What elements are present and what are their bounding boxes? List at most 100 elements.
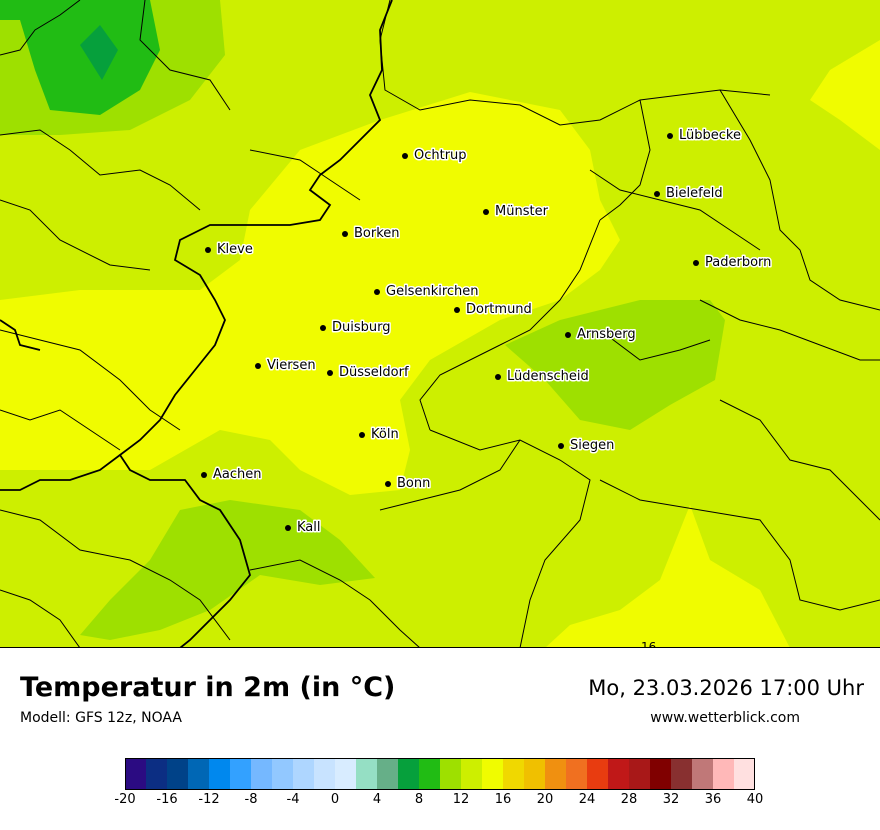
svg-text:Münster: Münster bbox=[495, 204, 549, 219]
legend-swatch bbox=[356, 758, 378, 790]
legend-tick-label: 24 bbox=[578, 792, 596, 807]
border-lines bbox=[0, 0, 880, 648]
temperature-map: 16 Lübbecke Ochtrup Bielefeld Münster Bo… bbox=[0, 0, 880, 648]
city-luedenscheid: Lüdenscheid bbox=[495, 368, 590, 386]
legend-swatch bbox=[146, 758, 168, 790]
legend-swatch bbox=[335, 758, 357, 790]
legend-swatch bbox=[272, 758, 294, 790]
legend-swatch bbox=[188, 758, 210, 790]
svg-text:Kall: Kall bbox=[297, 520, 321, 535]
legend-tick-label: 36 bbox=[704, 792, 722, 807]
city-siegen: Siegen bbox=[558, 437, 616, 455]
svg-text:Viersen: Viersen bbox=[267, 358, 316, 373]
svg-text:Bonn: Bonn bbox=[397, 476, 430, 491]
legend-tick-label: -12 bbox=[198, 792, 220, 807]
legend-tick-label: 4 bbox=[372, 792, 382, 807]
legend-swatch bbox=[230, 758, 252, 790]
legend-swatch bbox=[566, 758, 588, 790]
legend-tick-label: -20 bbox=[114, 792, 136, 807]
legend-tick-label: 20 bbox=[536, 792, 554, 807]
city-arnsberg: Arnsberg bbox=[565, 326, 637, 344]
legend-swatch bbox=[503, 758, 525, 790]
legend-swatch bbox=[692, 758, 714, 790]
temp-zone-10-12-eifel bbox=[80, 500, 375, 640]
legend-swatch bbox=[461, 758, 483, 790]
svg-text:Paderborn: Paderborn bbox=[705, 255, 771, 270]
legend-border bbox=[125, 758, 755, 790]
forecast-datetime: Mo, 23.03.2026 17:00 Uhr bbox=[588, 676, 864, 700]
city-kall: Kall bbox=[285, 519, 322, 537]
legend-swatch bbox=[734, 758, 755, 790]
legend-tick-label: 32 bbox=[662, 792, 680, 807]
city-paderborn: Paderborn bbox=[693, 254, 773, 272]
svg-text:Lüdenscheid: Lüdenscheid bbox=[507, 369, 589, 384]
svg-text:Köln: Köln bbox=[371, 427, 399, 442]
city-kleve: Kleve bbox=[205, 241, 254, 259]
legend-swatch bbox=[209, 758, 231, 790]
city-duesseldorf: Düsseldorf bbox=[327, 364, 410, 382]
legend-swatch bbox=[167, 758, 189, 790]
city-luebbecke: Lübbecke bbox=[667, 127, 742, 145]
city-markers: Lübbecke Ochtrup Bielefeld Münster Borke… bbox=[201, 127, 773, 537]
legend-tick-label: -8 bbox=[244, 792, 258, 807]
svg-text:Dortmund: Dortmund bbox=[466, 302, 532, 317]
svg-text:Arnsberg: Arnsberg bbox=[577, 327, 636, 342]
legend-tick-label: 28 bbox=[620, 792, 638, 807]
temp-zone-10-12-sauerland bbox=[505, 300, 725, 430]
temp-zone-14-16-central bbox=[0, 92, 620, 495]
legend-tick-labels: -20 -16 -12 -8 -4 0 4 8 12 16 20 24 28 32 36 40 bbox=[0, 792, 880, 812]
svg-text:Ochtrup: Ochtrup bbox=[414, 148, 467, 163]
svg-text:Borken: Borken bbox=[354, 226, 400, 241]
legend-tick-label: -16 bbox=[156, 792, 178, 807]
temp-zone-14-16-ne bbox=[810, 40, 880, 150]
svg-text:Gelsenkirchen: Gelsenkirchen bbox=[386, 284, 479, 299]
legend-tick-label: 40 bbox=[746, 792, 764, 807]
legend-swatch bbox=[398, 758, 420, 790]
city-ochtrup: Ochtrup bbox=[402, 147, 468, 165]
legend-swatch bbox=[629, 758, 651, 790]
model-info: Modell: GFS 12z, NOAA bbox=[20, 710, 182, 726]
svg-text:Duisburg: Duisburg bbox=[332, 320, 391, 335]
website-link[interactable]: www.wetterblick.com bbox=[650, 710, 800, 726]
legend-swatch bbox=[419, 758, 441, 790]
contour-label: 16 bbox=[641, 640, 656, 648]
city-koeln: Köln bbox=[359, 426, 400, 444]
legend-tick-label: 16 bbox=[494, 792, 512, 807]
legend-swatch bbox=[440, 758, 462, 790]
legend-swatch bbox=[587, 758, 609, 790]
legend-swatch bbox=[125, 758, 147, 790]
city-bielefeld: Bielefeld bbox=[654, 185, 724, 203]
legend-swatch bbox=[650, 758, 672, 790]
country-border bbox=[0, 0, 393, 648]
legend-swatch bbox=[545, 758, 567, 790]
city-dortmund: Dortmund bbox=[454, 301, 533, 319]
color-legend bbox=[125, 758, 755, 790]
svg-text:Kleve: Kleve bbox=[217, 242, 253, 257]
svg-text:Lübbecke: Lübbecke bbox=[679, 128, 741, 143]
legend-swatch bbox=[377, 758, 399, 790]
legend-tick-label: 12 bbox=[452, 792, 470, 807]
temp-zone-14-16-se bbox=[545, 505, 790, 648]
svg-text:Aachen: Aachen bbox=[213, 467, 261, 482]
legend-swatch bbox=[293, 758, 315, 790]
city-bonn: Bonn bbox=[385, 475, 432, 493]
legend-swatch bbox=[314, 758, 336, 790]
city-duisburg: Duisburg bbox=[320, 319, 392, 337]
temp-zone-8-10 bbox=[0, 0, 160, 115]
svg-text:Bielefeld: Bielefeld bbox=[666, 186, 723, 201]
map-title: Temperatur in 2m (in °C) bbox=[20, 672, 396, 703]
legend-swatch bbox=[671, 758, 693, 790]
legend-tick-label: 0 bbox=[330, 792, 340, 807]
svg-text:Siegen: Siegen bbox=[570, 438, 614, 453]
temp-zone-6-8 bbox=[80, 25, 118, 80]
legend-swatch bbox=[251, 758, 273, 790]
city-borken: Borken bbox=[342, 225, 401, 243]
legend-swatch bbox=[608, 758, 630, 790]
city-viersen: Viersen bbox=[255, 357, 317, 375]
city-muenster: Münster bbox=[483, 203, 550, 221]
legend-swatch bbox=[713, 758, 735, 790]
legend-swatch bbox=[482, 758, 504, 790]
legend-tick-label: 8 bbox=[414, 792, 424, 807]
footer: Temperatur in 2m (in °C) Modell: GFS 12z… bbox=[0, 648, 880, 830]
city-aachen: Aachen bbox=[201, 466, 263, 484]
